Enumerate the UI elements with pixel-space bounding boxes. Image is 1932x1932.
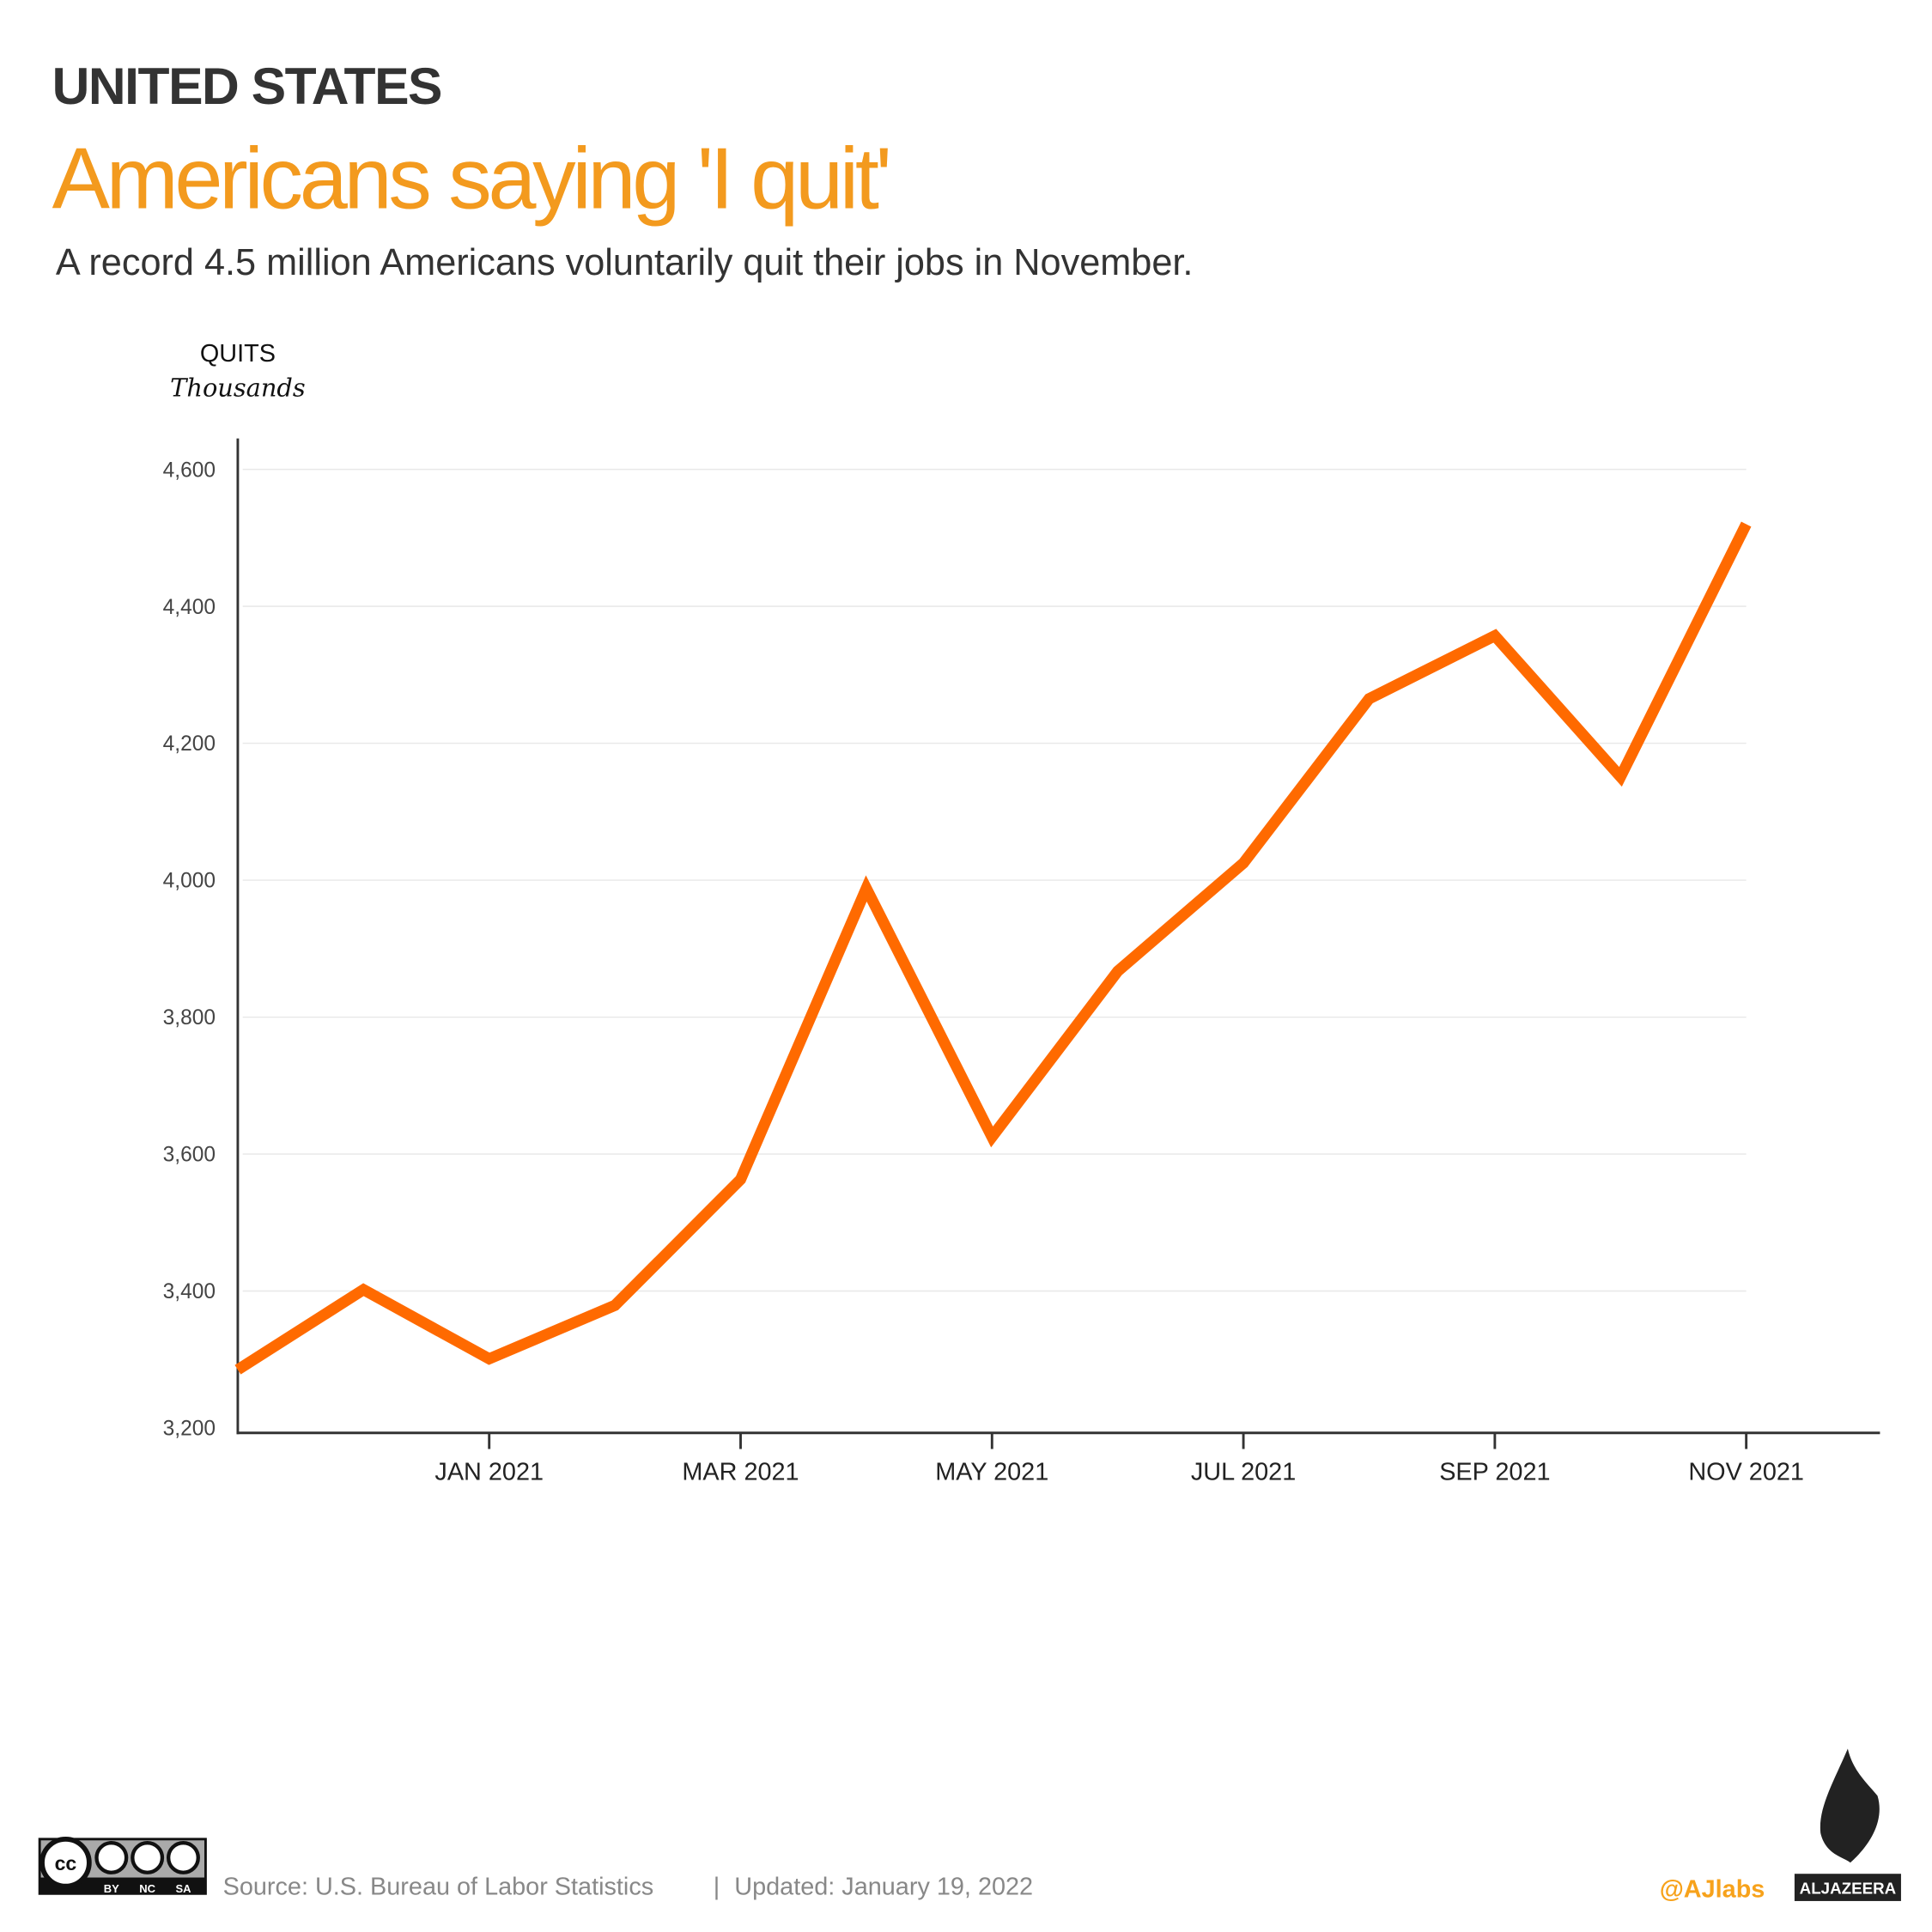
svg-text:BY: BY [104, 1882, 119, 1895]
sa-icon [166, 1840, 200, 1874]
page-title: Americans saying 'I quit' [52, 131, 889, 227]
kicker: UNITED STATES [52, 57, 441, 115]
svg-text:ALJAZEERA: ALJAZEERA [1800, 1879, 1897, 1897]
y-tick-label: 4,400 [163, 596, 216, 619]
y-tick-label: 3,200 [163, 1418, 216, 1441]
updated-text: Updated: January 19, 2022 [734, 1874, 1033, 1901]
cc-icon [39, 1836, 92, 1889]
svg-text:SA: SA [175, 1882, 191, 1895]
y-tick-label: 3,800 [163, 1006, 216, 1030]
y-axis-ticks: 3,200 3,400 3,600 3,800 4,000 4,200 4,400 4,600 [163, 459, 216, 1440]
x-tick-label: MAY 2021 [935, 1459, 1048, 1486]
aljazeera-calligraphy-icon [1820, 1748, 1880, 1863]
ajlabs-handle[interactable]: @AJlabs [1660, 1876, 1765, 1904]
x-axis-ticks: JAN 2021 MAR 2021 MAY 2021 JUL 2021 SEP 2021… [434, 1432, 1804, 1486]
by-icon [94, 1840, 129, 1874]
x-tick-label: JUL 2021 [1191, 1459, 1296, 1486]
y-tick-label: 4,200 [163, 732, 216, 756]
gridlines [242, 468, 1747, 1292]
series-line [234, 521, 1752, 1375]
x-tick-label: NOV 2021 [1688, 1459, 1804, 1486]
x-tick-label: JAN 2021 [434, 1459, 544, 1486]
x-tick-label: SEP 2021 [1439, 1459, 1550, 1486]
subtitle: A record 4.5 million Americans voluntari… [56, 242, 1194, 283]
y-tick-label: 4,600 [163, 459, 216, 482]
svg-text:cc: cc [55, 1852, 77, 1874]
cc-license-badge: cc BY NC SA [38, 1836, 207, 1895]
y-axis-label: QUITS [200, 340, 276, 368]
nc-icon [131, 1840, 165, 1874]
y-tick-label: 4,000 [163, 870, 216, 893]
series-group [234, 521, 1752, 1375]
y-tick-label: 3,600 [163, 1144, 216, 1167]
y-tick-label: 3,400 [163, 1280, 216, 1303]
separator: | [714, 1874, 720, 1901]
aljazeera-logo: ALJAZEERA [1794, 1748, 1901, 1901]
x-tick-label: MAR 2021 [682, 1459, 799, 1486]
source-text: Source: U.S. Bureau of Labor Statistics [223, 1874, 654, 1901]
svg-text:NC: NC [139, 1882, 155, 1895]
y-axis-unit: Thousands [170, 374, 306, 403]
